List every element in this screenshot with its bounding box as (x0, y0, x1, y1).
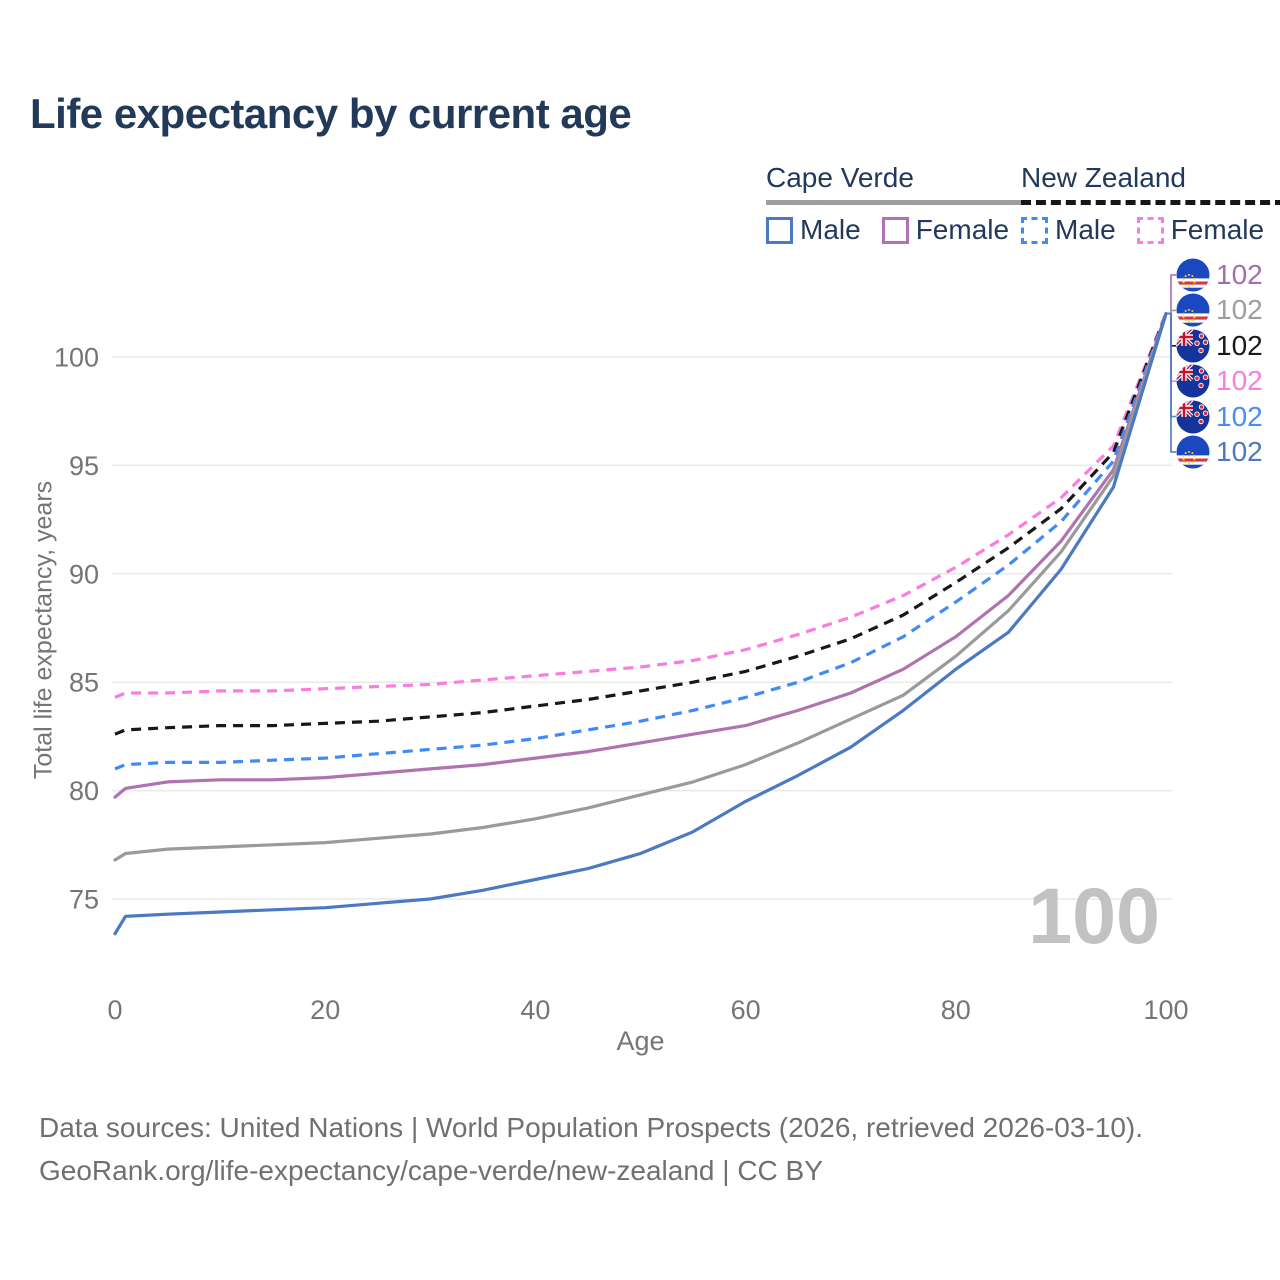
series-line-new-zealand-both (114, 313, 1168, 736)
page-title: Life expectancy by current age (30, 90, 632, 137)
x-tick-label-40: 40 (520, 995, 550, 1025)
legend-country-cape-verde[interactable]: Cape Verde (766, 162, 1031, 205)
endpoint-leader-cape-verde-female (1166, 274, 1176, 315)
footer: Data sources: United Nations | World Pop… (39, 1106, 1143, 1192)
legend-swatch-cape-verde-female[interactable] (881, 216, 909, 244)
footer-data-sources: Data sources: United Nations | World Pop… (39, 1112, 1144, 1143)
endpoint-value-label: 102 (1216, 436, 1263, 467)
new-zealand-flag-icon (1176, 364, 1210, 398)
endpoint-new-zealand-male: 102 (1176, 400, 1263, 434)
y-tick-label-80: 80 (69, 776, 99, 806)
y-tick-label-85: 85 (69, 668, 99, 698)
legend-group-cape-verde: Cape Verde Male Female (766, 162, 1031, 246)
footer-attribution: GeoRank.org/life-expectancy/cape-verde/n… (39, 1155, 823, 1186)
new-zealand-flag-icon (1176, 400, 1210, 434)
series-line-cape-verde-male (113, 312, 1168, 936)
y-tick-label-75: 75 (69, 885, 99, 915)
legend-label-new-zealand-male[interactable]: Male (1055, 214, 1116, 245)
y-tick-label-100: 100 (54, 343, 99, 373)
cape-verde-flag-icon (1176, 435, 1210, 469)
cape-verde-flag-icon (1176, 258, 1210, 292)
legend-swatch-new-zealand-male[interactable] (1021, 216, 1048, 244)
legend-group-new-zealand: New Zealand Male Female (1021, 162, 1280, 246)
endpoint-cape-verde-both: 102 (1176, 293, 1263, 327)
x-tick-label-100: 100 (1143, 995, 1188, 1025)
x-tick-label-20: 20 (310, 995, 340, 1025)
endpoint-cape-verde-female: 102 (1176, 258, 1263, 292)
legend-label-new-zealand-female[interactable]: Female (1170, 214, 1265, 245)
x-tick-label-0: 0 (107, 995, 122, 1025)
legend-row-cape-verde: Male Female (766, 214, 1030, 246)
series-line-new-zealand-male (114, 313, 1168, 771)
legend-swatch-cape-verde-male[interactable] (766, 216, 793, 244)
endpoint-value-label: 102 (1216, 294, 1263, 326)
legend-label-cape-verde-male[interactable]: Male (800, 214, 861, 245)
endpoint-value-label: 102 (1216, 400, 1263, 432)
new-zealand-flag-icon (1176, 329, 1210, 363)
endpoint-value-label: 102 (1216, 259, 1263, 290)
x-axis-title: Age (616, 1026, 665, 1056)
legend-label-cape-verde-female[interactable]: Female (915, 214, 1010, 245)
series-line-cape-verde-female (113, 312, 1168, 799)
legend-swatch-new-zealand-female[interactable] (1136, 216, 1164, 244)
endpoint-value-label: 102 (1216, 329, 1263, 361)
endpoint-new-zealand-both: 102 (1176, 329, 1263, 363)
x-tick-label-60: 60 (731, 995, 761, 1025)
legend-country-new-zealand[interactable]: New Zealand (1021, 162, 1280, 205)
y-tick-label-90: 90 (69, 559, 99, 589)
series-line-cape-verde-both (113, 312, 1168, 862)
endpoint-new-zealand-female: 102 (1176, 364, 1263, 398)
y-tick-label-95: 95 (69, 451, 99, 481)
endpoint-value-label: 102 (1216, 365, 1263, 397)
legend-row-new-zealand: Male Female (1021, 214, 1280, 246)
age-counter-watermark: 100 (1028, 871, 1160, 960)
cape-verde-flag-icon (1176, 293, 1210, 327)
x-tick-label-80: 80 (941, 995, 971, 1025)
endpoint-leader-cape-verde-male (1166, 312, 1176, 453)
endpoint-cape-verde-male: 102 (1176, 435, 1263, 469)
series-line-new-zealand-female (114, 313, 1168, 699)
